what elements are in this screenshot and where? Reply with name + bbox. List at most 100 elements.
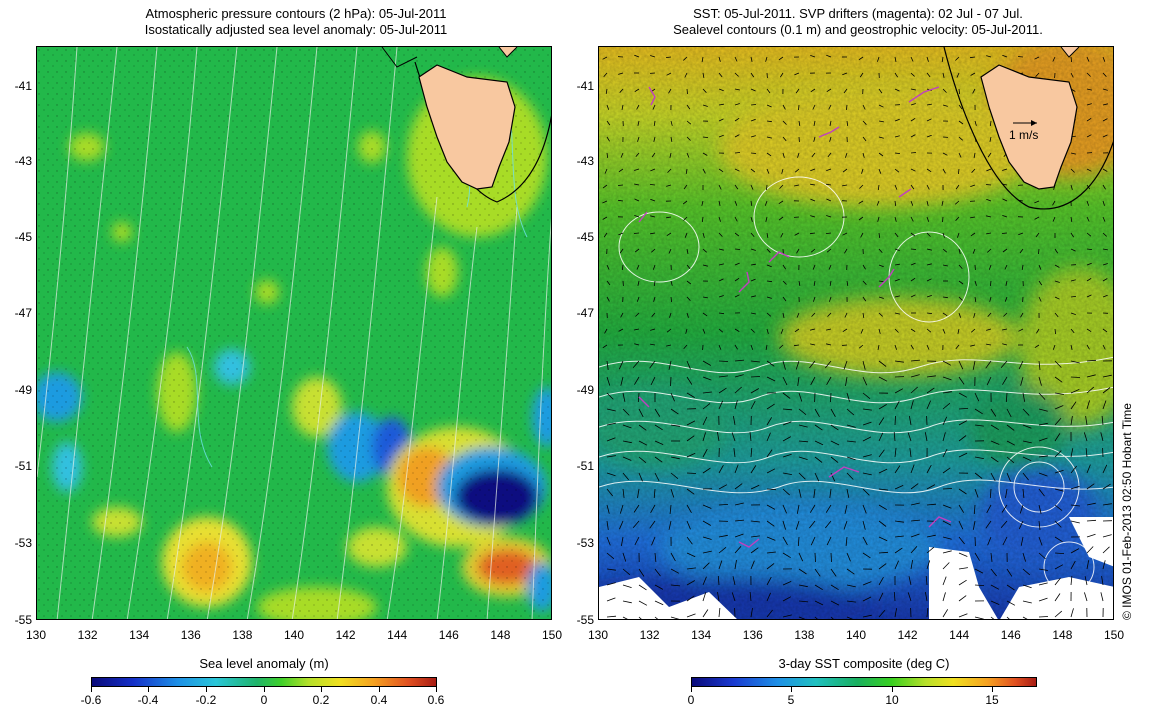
velocity-vector [1038,582,1048,586]
velocity-vector [619,248,624,254]
sst-map[interactable]: 1 m/s [598,46,1114,620]
velocity-vector [842,328,848,333]
velocity-vector [926,56,929,62]
velocity-vector [686,488,695,495]
velocity-vector [638,424,647,431]
velocity-vector [1054,312,1059,318]
right-panel-title: SST: 05-Jul-2011. SVP drifters (magenta)… [598,6,1118,38]
velocity-vector [862,152,865,158]
velocity-vector [670,568,680,574]
right-lon-tick: 148 [1052,628,1073,642]
velocity-vector [718,295,724,298]
velocity-vector [795,88,800,94]
velocity-vector [666,216,672,219]
velocity-vector [1086,216,1090,222]
velocity-vector [683,216,688,221]
velocity-vector [845,152,848,158]
velocity-vector [826,215,832,218]
velocity-vector [894,448,897,458]
velocity-vector [813,280,816,286]
velocity-vector [606,568,616,571]
velocity-vector [990,472,996,482]
velocity-vector [622,456,632,461]
velocity-vector [894,535,904,538]
velocity-vector [1086,117,1092,122]
velocity-vector [926,312,933,314]
velocity-vector [618,199,624,202]
velocity-vector [844,504,848,514]
velocity-vector [686,420,696,426]
velocity-vector [830,408,836,417]
velocity-vector [814,552,816,563]
velocity-vector [686,520,691,530]
velocity-vector [830,392,832,403]
velocity-vector [734,134,740,138]
velocity-vector [974,552,980,561]
velocity-vector [958,392,968,398]
velocity-vector [684,72,688,78]
velocity-vector [1054,280,1060,283]
velocity-vector [858,344,864,349]
velocity-vector [602,184,608,189]
velocity-vector [1102,387,1111,394]
velocity-vector [826,343,832,346]
velocity-vector [702,609,709,618]
velocity-vector [970,216,976,219]
velocity-vector [878,120,884,123]
velocity-vector [653,296,656,302]
velocity-vector [1086,464,1091,474]
velocity-vector [1054,328,1056,335]
velocity-vector [826,376,832,385]
velocity-vector [878,417,885,426]
velocity-vector [702,432,706,442]
velocity-vector [1005,392,1008,403]
velocity-vector [926,168,932,173]
velocity-vector [701,56,704,62]
velocity-vector [877,184,880,191]
velocity-vector [617,184,624,186]
velocity-vector [686,248,689,254]
velocity-vector [942,520,952,526]
velocity-vector [958,520,964,530]
velocity-vector [621,264,624,271]
velocity-vector [814,616,818,619]
velocity-vector [686,567,696,570]
left-lat-tick: -47 [14,306,32,320]
velocity-vector [910,262,916,266]
velocity-vector [798,408,807,416]
velocity-vector [1002,376,1008,385]
left-lon-tick: 150 [541,628,563,642]
velocity-vector [622,552,627,562]
velocity-vector [622,408,630,416]
velocity-vector [654,584,664,590]
velocity-vector [798,104,800,111]
velocity-vector [734,533,744,538]
velocity-vector [734,216,738,222]
velocity-vector [620,312,624,318]
sea-level-anomaly-map[interactable] [36,46,552,620]
velocity-vector [686,152,690,158]
velocity-vector [718,168,724,173]
velocity-vector [1054,469,1064,474]
velocity-vector [1070,520,1080,524]
velocity-vector [718,184,722,190]
velocity-vector [734,103,740,106]
velocity-vector [878,404,887,410]
velocity-vector [654,568,661,577]
velocity-vector [766,576,772,586]
velocity-vector [942,536,952,540]
velocity-vector [1085,447,1088,458]
velocity-vector [958,452,968,458]
velocity-vector [926,295,932,298]
velocity-vector [701,200,704,206]
sla-cb-tick: 0.4 [370,693,388,707]
velocity-vector [750,104,757,106]
left-panel-title: Atmospheric pressure contours (2 hPa): 0… [36,6,556,38]
velocity-vector [972,360,976,370]
velocity-vector [620,152,624,158]
velocity-vector [924,432,928,442]
velocity-vector [622,440,632,444]
velocity-vector [942,216,944,223]
velocity-vector [1038,472,1048,477]
velocity-vector [1102,344,1106,350]
